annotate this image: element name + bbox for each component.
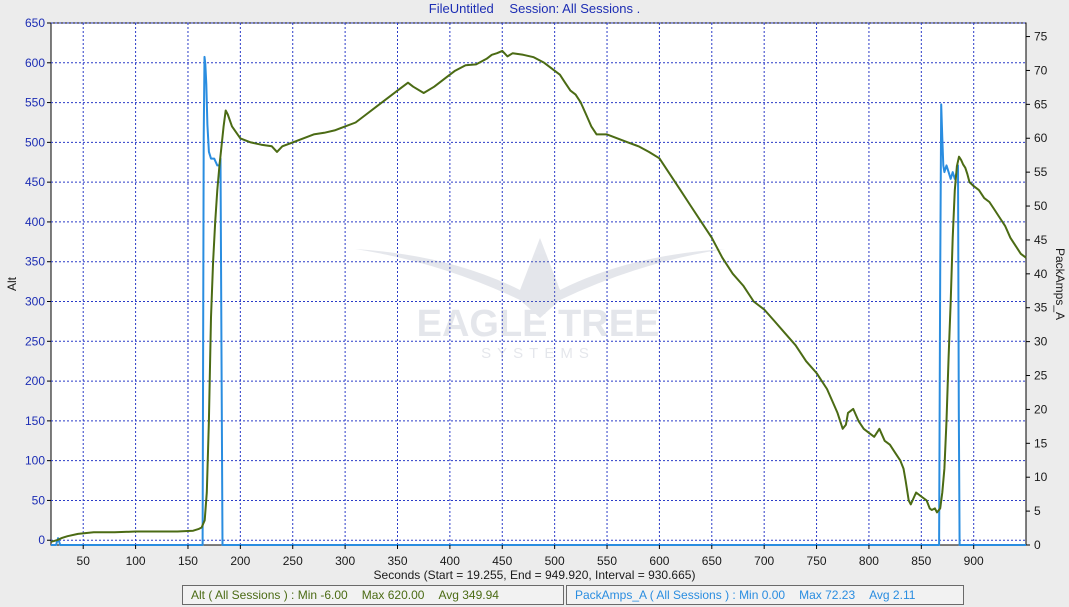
- y-tick-label: 200: [25, 374, 45, 388]
- x-tick-label: 500: [545, 554, 565, 568]
- y2-tick-label: 30: [1034, 335, 1048, 349]
- grid-lines: [51, 22, 1026, 545]
- session-label: Session: All Sessions .: [509, 1, 641, 16]
- x-tick-label: 800: [859, 554, 879, 568]
- y-tick-label: 0: [38, 533, 45, 547]
- y2-tick-label: 40: [1034, 267, 1048, 281]
- x-tick-label: 850: [911, 554, 931, 568]
- file-label: FileUntitled: [428, 1, 494, 16]
- x-tick-label: 350: [387, 554, 407, 568]
- y2-tick-label: 70: [1034, 63, 1048, 77]
- y-tick-label: 550: [25, 96, 45, 110]
- legend-amps-max: Max 72.23: [799, 588, 856, 602]
- y2-tick-label: 50: [1034, 199, 1048, 213]
- y2-tick-label: 0: [1034, 538, 1041, 552]
- x-tick-label: 450: [492, 554, 512, 568]
- y2-tick-label: 65: [1034, 97, 1048, 111]
- watermark-logo: EAGLE TREE SYSTEMS: [355, 238, 725, 362]
- y2-tick-label: 55: [1034, 165, 1048, 179]
- y2-tick-label: 20: [1034, 402, 1048, 416]
- y-tick-label: 450: [25, 175, 45, 189]
- y-tick-label: 50: [32, 493, 46, 507]
- legend-alt-avg: Avg 349.94: [438, 588, 499, 602]
- y-tick-label: 250: [25, 334, 45, 348]
- y-tick-label: 400: [25, 215, 45, 229]
- legend-alt: Alt ( All Sessions ) : Min -6.00 Max 620.…: [182, 585, 564, 605]
- x-tick-label: 400: [440, 554, 460, 568]
- legend-amps-avg: Avg 2.11: [869, 588, 916, 602]
- legend-amps-name: PackAmps_A ( All Sessions ) : Min 0.00: [575, 588, 786, 602]
- y-axis-right-ticks: 0 5 10 15 20 25 30 35 40 45 50 55 60 65 70 75: [1026, 30, 1048, 552]
- x-tick-label: 50: [77, 554, 91, 568]
- y-tick-label: 350: [25, 255, 45, 269]
- y-tick-label: 100: [25, 454, 45, 468]
- y-tick-label: 150: [25, 414, 45, 428]
- y-tick-label: 300: [25, 295, 45, 309]
- y-tick-label: 500: [25, 135, 45, 149]
- y-axis-left-ticks: 0 50 100 150 200 250 300 350 400 450 500 550 600 650: [25, 16, 51, 547]
- chart-title: FileUntitled Session: All Sessions .: [0, 0, 1069, 18]
- x-tick-label: 900: [964, 554, 984, 568]
- series-line-alt: [50, 49, 1027, 543]
- x-tick-label: 150: [178, 554, 198, 568]
- y2-tick-label: 25: [1034, 369, 1048, 383]
- y2-tick-label: 75: [1034, 30, 1048, 44]
- x-tick-label: 650: [702, 554, 722, 568]
- y-tick-label: 650: [25, 16, 45, 30]
- x-axis-ticks: 50 100 150 200 250 300 350 400 450 500 550 600 650 70…: [77, 545, 984, 568]
- legend-alt-name: Alt ( All Sessions ) : Min -6.00: [191, 588, 348, 602]
- x-axis-label: Seconds (Start = 19.255, End = 949.920, …: [373, 568, 696, 582]
- watermark-text-1: EAGLE TREE: [417, 303, 660, 345]
- plot-area: [50, 22, 1027, 546]
- x-tick-label: 200: [230, 554, 250, 568]
- x-tick-label: 600: [649, 554, 669, 568]
- x-tick-label: 550: [597, 554, 617, 568]
- x-tick-label: 300: [335, 554, 355, 568]
- x-tick-label: 250: [283, 554, 303, 568]
- x-tick-label: 700: [754, 554, 774, 568]
- legend-amps: PackAmps_A ( All Sessions ) : Min 0.00 Ma…: [566, 585, 964, 605]
- y2-tick-label: 35: [1034, 301, 1048, 315]
- y-tick-label: 600: [25, 56, 45, 70]
- x-tick-label: 100: [126, 554, 146, 568]
- y2-tick-label: 10: [1034, 470, 1048, 484]
- y2-tick-label: 60: [1034, 131, 1048, 145]
- y2-tick-label: 15: [1034, 436, 1048, 450]
- y2-tick-label: 45: [1034, 233, 1048, 247]
- x-tick-label: 750: [807, 554, 827, 568]
- y2-axis-label: PackAmps_A: [1053, 248, 1067, 320]
- y2-tick-label: 5: [1034, 504, 1041, 518]
- y-axis-label: Alt: [5, 276, 19, 291]
- watermark-text-2: SYSTEMS: [481, 345, 595, 362]
- legend-alt-max: Max 620.00: [361, 588, 425, 602]
